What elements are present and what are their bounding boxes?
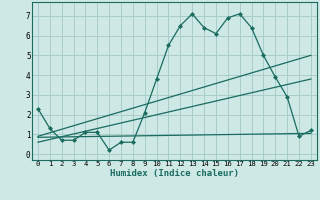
- X-axis label: Humidex (Indice chaleur): Humidex (Indice chaleur): [110, 169, 239, 178]
